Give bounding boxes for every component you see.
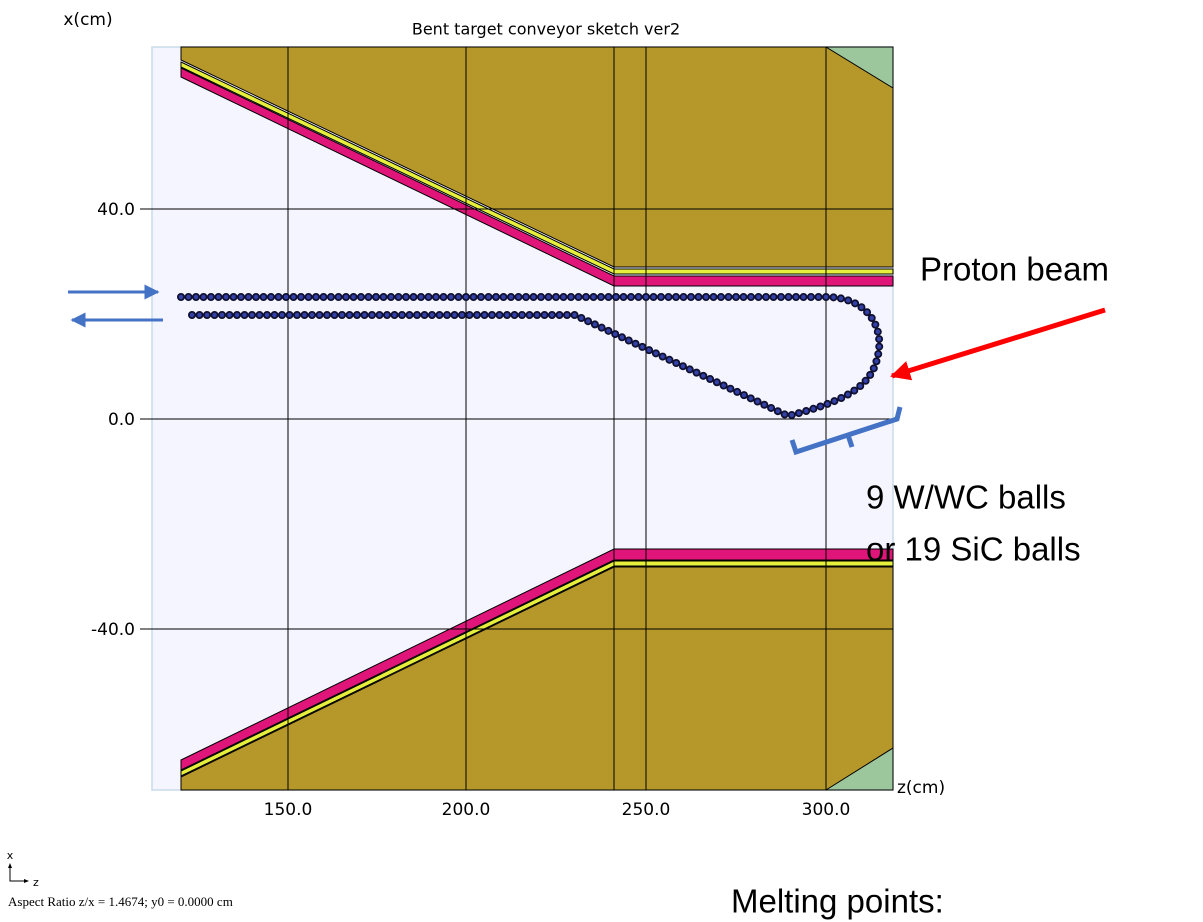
balls-label: or 19 SiC balls bbox=[866, 531, 1081, 568]
balls-label: 9 W/WC balls bbox=[866, 479, 1066, 516]
ball-chain bbox=[178, 294, 882, 419]
z-tick-label: 150.0 bbox=[264, 800, 313, 820]
beam-arrow bbox=[890, 307, 1106, 381]
upper-wall bbox=[180, 46, 894, 268]
x-axis-label: x(cm) bbox=[63, 10, 112, 30]
x-tick-label: 40.0 bbox=[97, 200, 135, 220]
grid bbox=[140, 47, 893, 790]
lower-corner bbox=[824, 747, 894, 791]
x-tick-label: 0.0 bbox=[108, 410, 135, 430]
z-axis-label: z(cm) bbox=[897, 778, 945, 798]
lower-wall bbox=[180, 566, 894, 791]
footer: Aspect Ratio z/x = 1.4674; y0 = 0.0000 c… bbox=[8, 894, 233, 909]
title: Bent target conveyor sketch ver2 bbox=[412, 20, 680, 39]
upper-corner bbox=[824, 46, 894, 89]
beam-label: Proton beam bbox=[920, 251, 1109, 288]
orient-x: x bbox=[7, 849, 14, 862]
orient-z: z bbox=[33, 876, 39, 889]
bracket-tick bbox=[845, 434, 855, 448]
z-tick-label: 300.0 bbox=[802, 800, 851, 820]
x-tick-label: -40.0 bbox=[91, 620, 135, 640]
orient-arrow bbox=[24, 879, 29, 883]
melting-label: Melting points: bbox=[731, 883, 944, 920]
orient-axes bbox=[9, 866, 26, 882]
z-tick-label: 200.0 bbox=[442, 800, 491, 820]
z-tick-label: 250.0 bbox=[622, 800, 671, 820]
orient-arrow bbox=[8, 863, 12, 868]
